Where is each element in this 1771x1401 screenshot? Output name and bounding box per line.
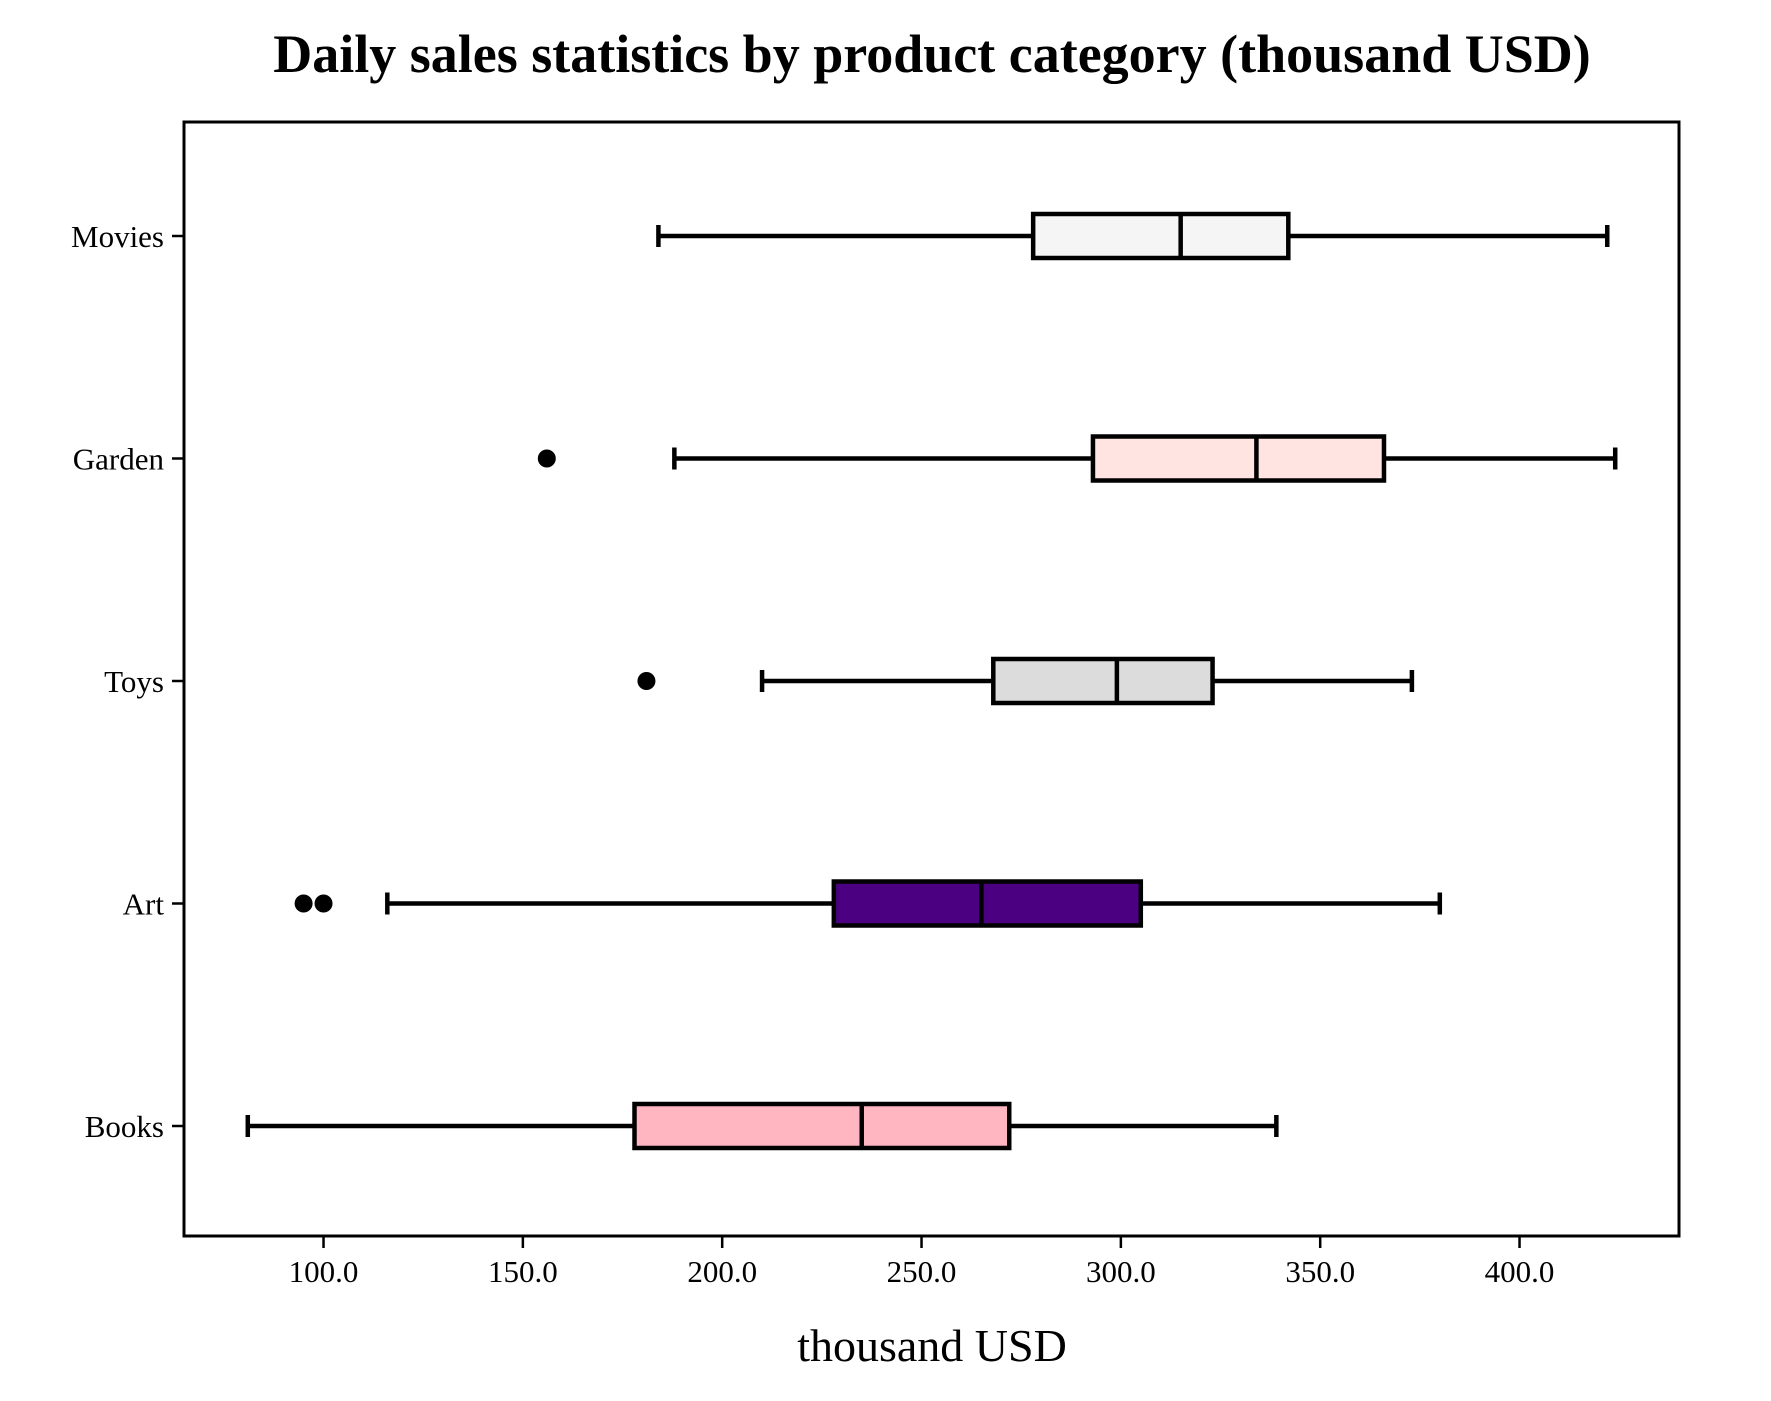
outlier-garden-0: [537, 449, 556, 468]
x-tick-label-6: 400.0: [1485, 1254, 1555, 1289]
x-tick-label-4: 300.0: [1086, 1254, 1156, 1289]
chart-title: Daily sales statistics by product catego…: [273, 24, 1591, 84]
iqr-box-art: [831, 879, 1144, 928]
y-tick-label-art: Art: [123, 887, 165, 922]
iqr-box-garden: [1090, 434, 1387, 483]
iqr-box-books: [632, 1101, 1012, 1151]
outlier-art-0: [294, 894, 313, 913]
box-books: [245, 1101, 1279, 1151]
y-tick-label-toys: Toys: [104, 664, 164, 699]
plot-area: 100.0 150.0 200.0 250.0 300.0 350.0 400.0 Books…: [71, 120, 1681, 1289]
x-tick-label-3: 250.0: [887, 1254, 957, 1289]
y-tick-label-garden: Garden: [73, 442, 165, 477]
x-tick-label-1: 150.0: [488, 1254, 558, 1289]
x-tick-label-2: 200.0: [687, 1254, 757, 1289]
box-toys: [637, 656, 1415, 706]
box-art: [294, 879, 1443, 928]
box-garden: [537, 434, 1618, 483]
y-tick-label-books: Books: [85, 1109, 164, 1144]
iqr-box-toys: [991, 656, 1215, 706]
outlier-toys-0: [637, 672, 656, 690]
outlier-art-1: [314, 894, 333, 913]
y-tick-label-movies: Movies: [71, 219, 164, 254]
box-movies: [656, 211, 1610, 261]
x-tick-label-5: 350.0: [1285, 1254, 1355, 1289]
x-tick-label-0: 100.0: [289, 1254, 359, 1289]
x-axis-label: thousand USD: [797, 1320, 1067, 1371]
plot-frame: [182, 120, 1681, 1238]
iqr-box-movies: [1030, 211, 1291, 261]
